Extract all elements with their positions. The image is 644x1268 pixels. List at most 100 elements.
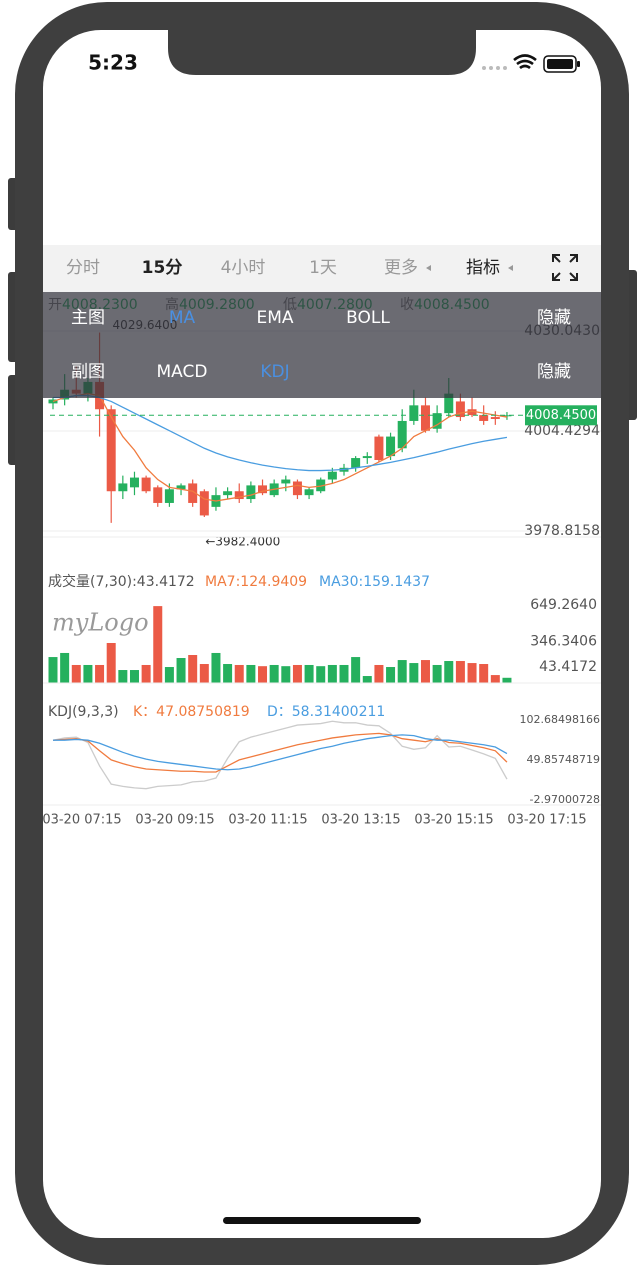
- volume-bar: [281, 666, 291, 683]
- candle-body: [420, 405, 430, 431]
- candle-body: [164, 489, 174, 503]
- last-price-label: 4008.4500: [526, 408, 596, 423]
- volume-bar: [246, 664, 256, 683]
- candle-body: [106, 409, 116, 492]
- volume-bar: [455, 661, 465, 683]
- volume-bar: [118, 670, 128, 683]
- volume-bar: [351, 657, 361, 683]
- volume-bar: [374, 664, 384, 683]
- content: 开4008.2300高4009.2800低4007.2800收4008.4500…: [42, 245, 601, 828]
- volume-bar: [71, 664, 81, 683]
- candle-body: [199, 491, 209, 516]
- ma-line: [53, 394, 508, 472]
- candle-body: [223, 491, 233, 496]
- tab[interactable]: 更多: [384, 258, 418, 278]
- candle-body: [374, 436, 384, 461]
- dropdown-arrow: [426, 265, 431, 271]
- volume-bar: [129, 670, 139, 683]
- x-tick-label: 03-20 07:15: [42, 813, 121, 828]
- tab[interactable]: 15分: [142, 258, 183, 278]
- kdj-line: [53, 734, 508, 771]
- volume-bar: [292, 664, 302, 683]
- main-option[interactable]: EMA: [256, 308, 293, 328]
- candle-body: [304, 489, 314, 496]
- volume-bar: [106, 642, 116, 683]
- volume-bar: [234, 664, 244, 683]
- indicator-overlay: [43, 292, 601, 398]
- tab[interactable]: 4小时: [221, 258, 266, 278]
- volume-bar: [339, 664, 349, 683]
- volume-bar: [409, 663, 419, 683]
- volume-bar: [386, 667, 396, 683]
- tab[interactable]: 分时: [66, 258, 100, 278]
- x-tick-label: 03-20 09:15: [135, 813, 214, 828]
- volume-ma7: MA7:124.9409: [205, 574, 307, 590]
- volume-bar: [164, 667, 174, 683]
- notch: [168, 30, 476, 75]
- volume-bar: [269, 664, 279, 683]
- kdj-tick-label: 49.85748719: [527, 753, 600, 766]
- candle-body: [118, 483, 128, 492]
- hide-button[interactable]: 隐藏: [537, 308, 571, 328]
- volume-bar: [327, 664, 337, 683]
- fullscreen-icon[interactable]: [552, 254, 578, 281]
- volume-bar: [176, 658, 186, 683]
- last-price-tag: [525, 405, 597, 426]
- signal: [482, 66, 507, 70]
- volume-bar: [60, 652, 70, 683]
- volume-bar: [420, 660, 430, 683]
- candle-body: [246, 485, 256, 500]
- x-tick-label: 03-20 13:15: [321, 813, 400, 828]
- candle-body: [141, 477, 151, 492]
- volume-bar: [444, 661, 454, 683]
- volume-bar: [304, 664, 314, 683]
- volume-bar: [223, 664, 233, 683]
- main-option[interactable]: MA: [169, 308, 196, 328]
- dropdown-arrow: [508, 265, 513, 271]
- volume-bar: [502, 677, 512, 683]
- volume-header: 成交量(7,30):43.4172: [48, 573, 195, 590]
- battery-level: [547, 59, 573, 69]
- candle-body: [397, 420, 407, 449]
- volume-bar: [48, 657, 58, 683]
- volume-bar: [479, 664, 489, 683]
- candle-body: [362, 456, 372, 459]
- candle-body: [444, 393, 454, 414]
- volume-tick-label: 649.2640: [530, 597, 597, 613]
- kdj-line: [52, 720, 508, 790]
- candle-body: [490, 417, 500, 420]
- tab[interactable]: 指标: [466, 258, 500, 278]
- candle-body: [234, 491, 244, 500]
- volume-tick-label: 43.4172: [539, 659, 597, 675]
- volume-bar: [316, 666, 326, 683]
- sub-option[interactable]: MACD: [157, 362, 208, 382]
- candle-body: [292, 481, 302, 496]
- candle-body: [502, 415, 512, 417]
- overlay-label: 主图: [71, 308, 105, 328]
- volume-bar: [258, 666, 268, 683]
- candle-body: [467, 409, 477, 416]
- tab[interactable]: 1天: [309, 258, 337, 278]
- main-option[interactable]: BOLL: [346, 308, 390, 328]
- volume-bar: [95, 664, 105, 683]
- volume-bar: [83, 664, 93, 683]
- kdj-tick-label: 102.68498166: [520, 713, 600, 726]
- sub-option[interactable]: KDJ: [260, 362, 289, 382]
- volume-bar: [188, 655, 198, 683]
- candle-body: [281, 479, 291, 484]
- candle-body: [316, 479, 326, 492]
- volume-bar: [432, 664, 442, 683]
- volume-bar: [397, 660, 407, 683]
- hide-button[interactable]: 隐藏: [537, 362, 571, 382]
- candle-body: [386, 436, 396, 457]
- x-tick-label: 03-20 15:15: [414, 813, 493, 828]
- candle-body: [455, 401, 465, 418]
- kdj-d: D：58.31400211: [267, 704, 385, 720]
- volume-bar: [141, 664, 151, 683]
- x-tick-label: 03-20 17:15: [507, 813, 586, 828]
- price-tick-label: 4004.4294: [524, 423, 600, 439]
- ma-line: [52, 392, 508, 502]
- candle-body: [432, 413, 442, 429]
